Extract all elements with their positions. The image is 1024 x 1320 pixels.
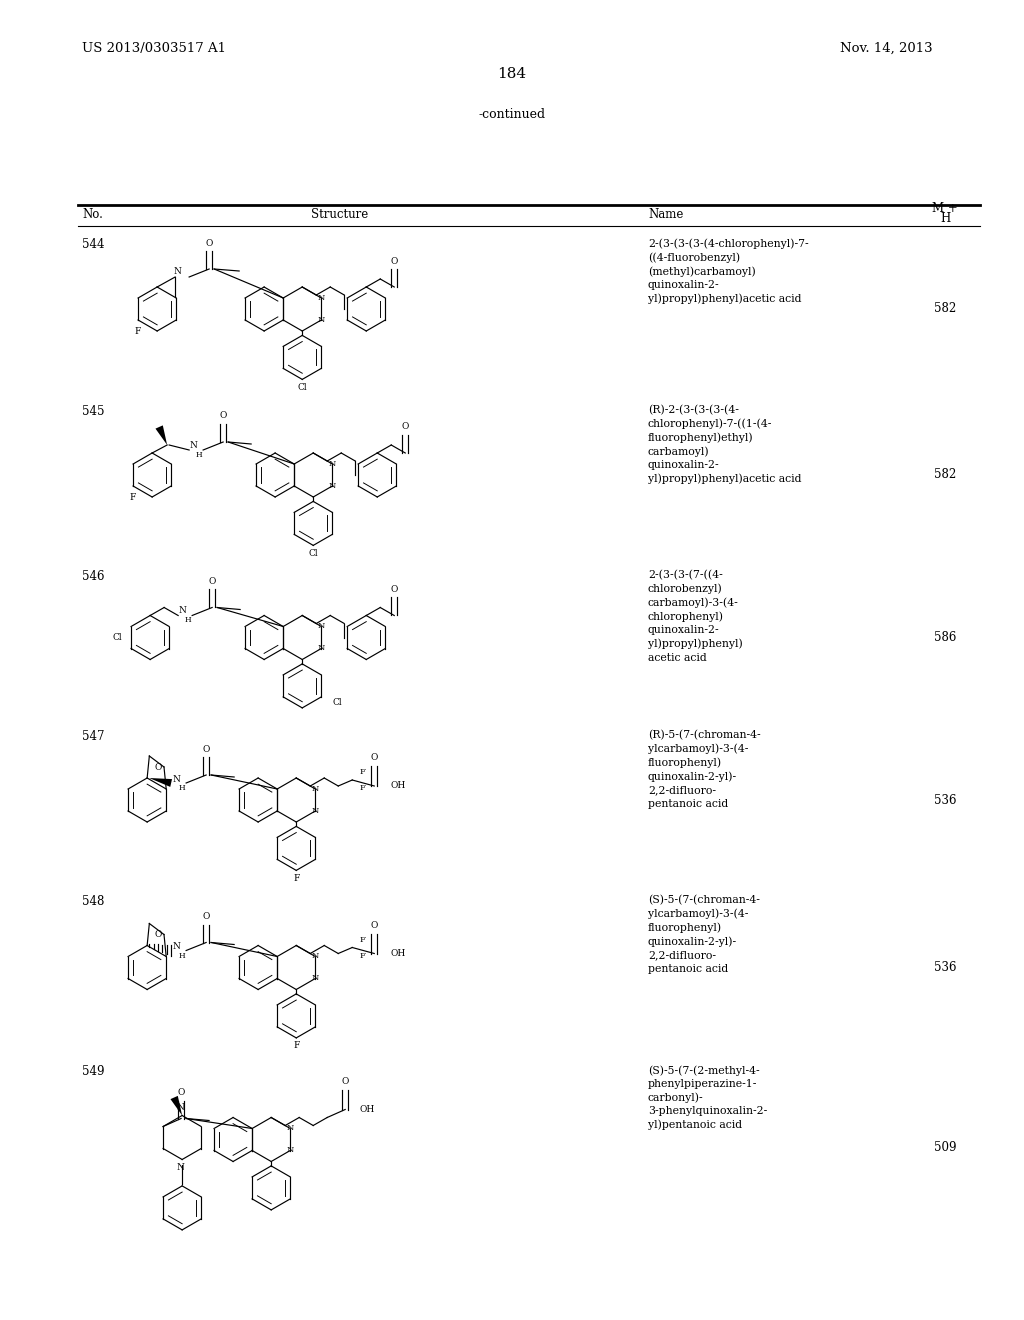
Text: 547: 547 [82,730,104,743]
Text: No.: No. [82,209,102,220]
Polygon shape [150,777,172,787]
Text: F: F [359,768,366,776]
Text: 546: 546 [82,570,104,583]
Text: O: O [219,412,227,421]
Text: O: O [206,239,213,248]
Polygon shape [170,1096,182,1115]
Text: 2-(3-(3-(7-((4-
chlorobenzyl)
carbamoyl)-3-(4-
chlorophenyl)
quinoxalin-2-
yl)pr: 2-(3-(3-(7-((4- chlorobenzyl) carbamoyl)… [648,570,742,663]
Text: H: H [179,952,185,960]
Text: O: O [390,256,398,265]
Text: M +: M + [932,202,957,215]
Text: N: N [287,1147,294,1155]
Text: N: N [317,623,325,631]
Text: H: H [184,616,191,624]
Text: N: N [317,294,325,302]
Text: H: H [196,451,203,459]
Text: (R)-5-(7-(chroman-4-
ylcarbamoyl)-3-(4-
fluorophenyl)
quinoxalin-2-yl)-
2,2-difl: (R)-5-(7-(chroman-4- ylcarbamoyl)-3-(4- … [648,730,761,809]
Text: Cl: Cl [332,698,342,708]
Text: F: F [293,1041,299,1051]
Text: N: N [178,606,186,615]
Text: F: F [359,936,366,944]
Text: Nov. 14, 2013: Nov. 14, 2013 [840,42,933,55]
Polygon shape [156,425,167,445]
Text: N: N [317,315,325,323]
Text: N: N [311,974,319,982]
Text: Cl: Cl [297,383,307,392]
Text: 184: 184 [498,67,526,81]
Text: O: O [209,577,216,586]
Text: 536: 536 [934,961,956,974]
Text: O: O [371,921,378,931]
Text: Name: Name [648,209,683,220]
Text: Cl: Cl [308,549,318,558]
Text: N: N [176,1163,184,1172]
Text: O: O [390,585,398,594]
Text: 2-(3-(3-(3-(4-chlorophenyl)-7-
((4-fluorobenzyl)
(methyl)carbamoyl)
quinoxalin-2: 2-(3-(3-(3-(4-chlorophenyl)-7- ((4-fluor… [648,238,809,304]
Text: H: H [179,784,185,792]
Text: O: O [155,763,162,771]
Text: OH: OH [390,781,406,791]
Text: N: N [172,942,180,950]
Text: (S)-5-(7-(2-methyl-4-
phenylpiperazine-1-
carbonyl)-
3-phenylquinoxalin-2-
yl)pe: (S)-5-(7-(2-methyl-4- phenylpiperazine-1… [648,1065,767,1130]
Text: N: N [173,267,181,276]
Text: N: N [189,441,197,450]
Text: O: O [155,931,162,939]
Text: (S)-5-(7-(chroman-4-
ylcarbamoyl)-3-(4-
fluorophenyl)
quinoxalin-2-yl)-
2,2-difl: (S)-5-(7-(chroman-4- ylcarbamoyl)-3-(4- … [648,895,760,974]
Text: N: N [329,482,336,490]
Text: 586: 586 [934,631,956,644]
Text: 549: 549 [82,1065,104,1078]
Text: -continued: -continued [478,108,546,121]
Text: F: F [359,784,366,792]
Text: OH: OH [390,949,406,958]
Text: N: N [317,644,325,652]
Text: N: N [287,1125,294,1133]
Text: N: N [172,775,180,784]
Text: 509: 509 [934,1140,956,1154]
Text: N: N [329,459,336,469]
Text: H: H [940,213,950,224]
Text: O: O [342,1077,349,1086]
Text: Structure: Structure [311,209,369,220]
Text: O: O [203,744,210,754]
Text: 544: 544 [82,238,104,251]
Text: 536: 536 [934,793,956,807]
Text: US 2013/0303517 A1: US 2013/0303517 A1 [82,42,226,55]
Text: OH: OH [359,1105,375,1114]
Text: N: N [311,953,319,961]
Text: N: N [311,785,319,793]
Text: O: O [203,912,210,921]
Text: 545: 545 [82,405,104,418]
Text: O: O [371,754,378,763]
Text: 582: 582 [934,302,956,315]
Text: Cl: Cl [113,634,122,642]
Text: 582: 582 [934,469,956,482]
Text: O: O [401,422,409,432]
Text: O: O [177,1088,184,1097]
Text: F: F [130,492,136,502]
Text: N: N [176,1104,184,1111]
Text: N: N [311,807,319,814]
Text: (R)-2-(3-(3-(3-(4-
chlorophenyl)-7-((1-(4-
fluorophenyl)ethyl)
carbamoyl)
quinox: (R)-2-(3-(3-(3-(4- chlorophenyl)-7-((1-(… [648,405,802,484]
Text: F: F [293,874,299,883]
Text: F: F [359,952,366,960]
Text: 548: 548 [82,895,104,908]
Text: F: F [135,326,141,335]
